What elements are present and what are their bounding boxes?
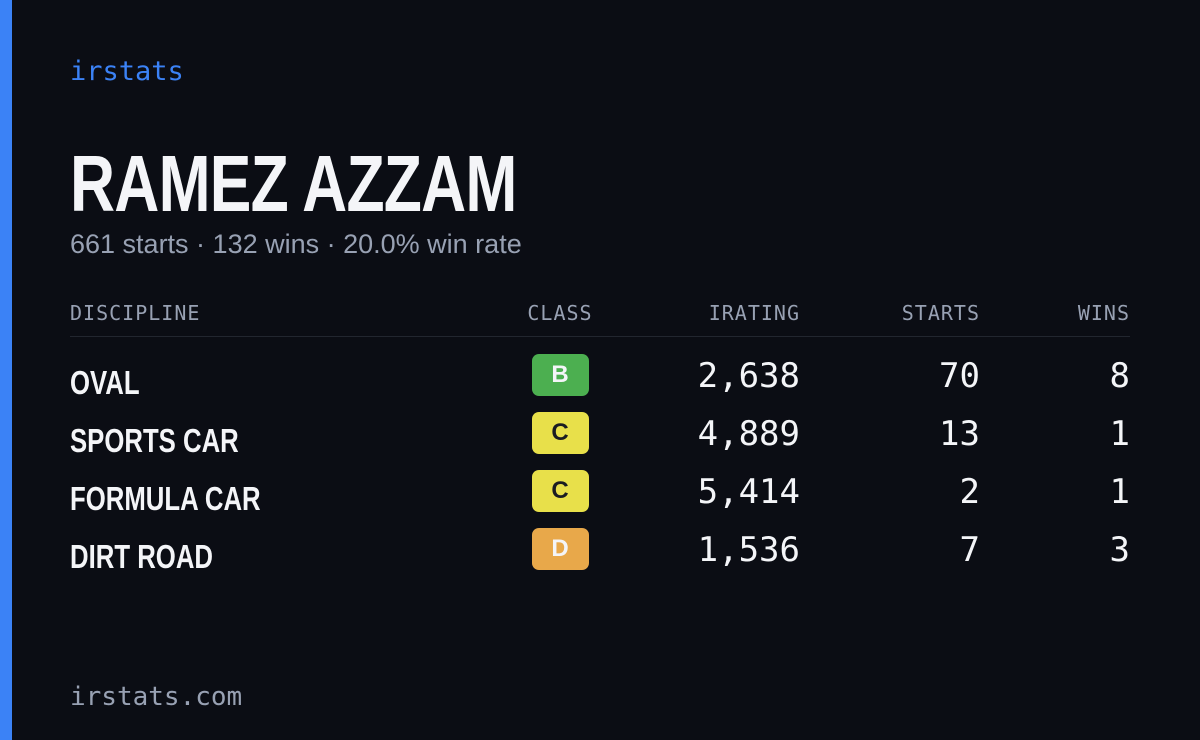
class-badge: B <box>531 354 589 396</box>
class-badge: C <box>531 412 589 454</box>
irating: 1,536 <box>697 530 800 570</box>
starts: 7 <box>959 530 980 570</box>
column-header: DISCIPLINE <box>70 301 201 325</box>
class-badge: D <box>531 528 589 570</box>
wins: 1 <box>1109 414 1130 454</box>
starts: 13 <box>939 414 980 454</box>
discipline: FORMULA CAR <box>70 480 261 517</box>
irating: 5,414 <box>697 472 800 512</box>
discipline: SPORTS CAR <box>70 422 239 459</box>
discipline: OVAL <box>70 364 140 401</box>
column-header: CLASS <box>527 301 593 325</box>
brand: irstats <box>70 56 184 87</box>
starts: 2 <box>959 472 980 512</box>
driver-name: RAMEZ AZZAM <box>70 139 517 228</box>
column-header: WINS <box>1077 301 1130 325</box>
accent-stripe <box>0 0 12 740</box>
discipline: DIRT ROAD <box>70 538 213 575</box>
starts: 70 <box>939 356 980 396</box>
wins: 8 <box>1109 356 1130 396</box>
wins: 3 <box>1109 530 1130 570</box>
footer-url: irstats.com <box>70 682 243 712</box>
irating: 2,638 <box>697 356 800 396</box>
header-rule <box>70 336 1130 337</box>
column-header: IRATING <box>708 301 800 325</box>
column-header: STARTS <box>901 301 980 325</box>
irating: 4,889 <box>697 414 800 454</box>
class-badge: C <box>531 470 589 512</box>
wins: 1 <box>1109 472 1130 512</box>
summary: 661 starts · 132 wins · 20.0% win rate <box>70 229 522 259</box>
